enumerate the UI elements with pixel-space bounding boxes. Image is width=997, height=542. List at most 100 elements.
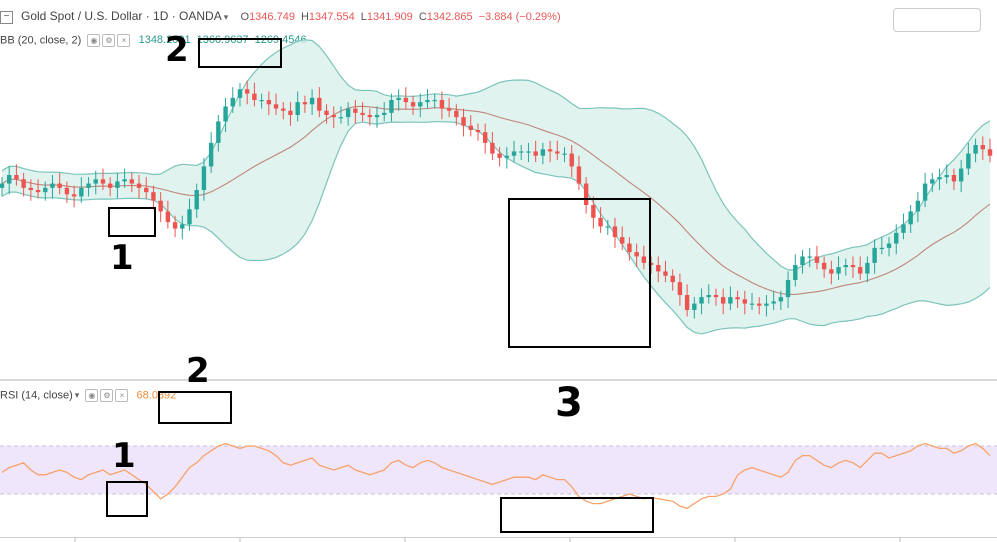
annotation-box-2-price <box>198 38 282 68</box>
candle-body <box>692 303 697 310</box>
candle-body <box>857 267 863 274</box>
candle-body <box>749 303 755 305</box>
symbol-legend: − Gold Spot / U.S. Dollar · 1D · OANDA ▾ O… <box>0 9 561 24</box>
candle-body <box>641 256 647 263</box>
candle-body <box>396 97 401 100</box>
candle-body <box>338 117 344 119</box>
candle-body <box>901 224 906 233</box>
candle-body <box>814 256 820 263</box>
candle-body <box>757 303 762 306</box>
settings-icon[interactable]: ⚙ <box>102 34 116 47</box>
low-label: L <box>360 11 367 23</box>
candle-body <box>562 153 567 155</box>
candle-body <box>28 187 34 190</box>
candle-body <box>973 145 978 154</box>
candle-body <box>807 256 812 258</box>
candle-body <box>208 142 214 167</box>
candle-body <box>50 183 55 188</box>
annotation-label-3: 3 <box>555 380 583 426</box>
candle-body <box>620 237 625 244</box>
candle-body <box>583 183 589 205</box>
candle-body <box>793 265 798 280</box>
candle-body <box>288 110 293 115</box>
candle-body <box>151 192 156 201</box>
candle-body <box>281 108 286 111</box>
candle-body <box>194 190 199 210</box>
close-label: C <box>418 11 427 23</box>
candle-body <box>230 97 235 107</box>
pane-divider[interactable] <box>0 379 997 381</box>
bb-upper-value: 1366.9637 <box>196 34 249 47</box>
high-label: H <box>300 11 309 23</box>
annotation-box-3-price <box>508 198 651 348</box>
time-axis[interactable] <box>0 537 997 538</box>
candle-body <box>0 183 5 188</box>
candle-body <box>915 200 921 212</box>
candle-body <box>713 295 719 298</box>
chevron-down-icon[interactable]: ▾ <box>223 12 229 22</box>
close-icon[interactable]: × <box>115 389 129 402</box>
candle-body <box>446 108 452 111</box>
low-value: 1341.909 <box>366 11 413 23</box>
collapse-icon[interactable]: − <box>0 10 13 24</box>
candle-body <box>158 200 163 212</box>
bb-basis-line <box>1 105 991 295</box>
candle-body <box>764 303 769 306</box>
candle-body <box>699 297 704 304</box>
candle-body <box>295 102 300 115</box>
candle-body <box>100 179 106 184</box>
rsi-label[interactable]: RSI (14, close) <box>0 389 73 402</box>
candle-body <box>886 243 892 248</box>
candle-body <box>115 181 120 188</box>
candle-body <box>951 175 957 182</box>
annotation-label-2-rsi: 2 <box>186 351 210 391</box>
annotation-label-1-rsi: 1 <box>112 436 136 476</box>
candle-body <box>418 102 423 107</box>
bb-label[interactable]: BB (20, close, 2) <box>0 34 82 47</box>
eye-icon[interactable]: ◉ <box>85 389 99 402</box>
toolbar-box[interactable] <box>893 8 981 32</box>
bb-legend: BB (20, close, 2) ◉ ⚙ × 1348.2091 1366.9637… <box>0 34 313 47</box>
candle-body <box>778 297 784 302</box>
candle-body <box>345 108 351 118</box>
rsi-zone <box>0 446 997 494</box>
candle-body <box>43 187 48 193</box>
candle-body <box>533 151 538 156</box>
symbol-title[interactable]: Gold Spot / U.S. Dollar · 1D · OANDA <box>21 9 222 23</box>
settings-icon[interactable]: ⚙ <box>100 389 114 402</box>
open-value: 1346.749 <box>249 11 295 23</box>
candle-body <box>360 112 365 115</box>
candle-body <box>922 183 928 201</box>
candle-body <box>439 100 445 109</box>
candle-body <box>136 183 142 188</box>
candle-body <box>720 297 726 304</box>
change-value: −3.884 (−0.29%) <box>478 11 561 23</box>
bb-lower-line <box>1 120 991 335</box>
candle-body <box>266 100 272 105</box>
candle-body <box>317 97 322 111</box>
candle-body <box>273 104 279 109</box>
chevron-down-icon[interactable]: ▾ <box>74 390 80 401</box>
candle-body <box>122 179 127 182</box>
candle-body <box>843 265 848 268</box>
candle-body <box>180 224 185 229</box>
candle-body <box>980 145 985 150</box>
candle-body <box>461 117 466 126</box>
candle-body <box>865 262 870 274</box>
candle-body <box>872 247 877 263</box>
candle-body <box>735 297 740 300</box>
candle-body <box>14 175 19 180</box>
candle-body <box>165 211 171 223</box>
candle-body <box>309 97 315 105</box>
candle-body <box>252 93 257 100</box>
candle-body <box>663 271 668 276</box>
candle-body <box>93 179 98 184</box>
eye-icon[interactable]: ◉ <box>87 34 101 47</box>
close-icon[interactable]: × <box>117 34 131 47</box>
high-value: 1347.554 <box>308 11 355 23</box>
candle-body <box>425 100 430 103</box>
candle-body <box>598 217 603 227</box>
candle-body <box>86 183 91 188</box>
candle-body <box>490 142 495 154</box>
